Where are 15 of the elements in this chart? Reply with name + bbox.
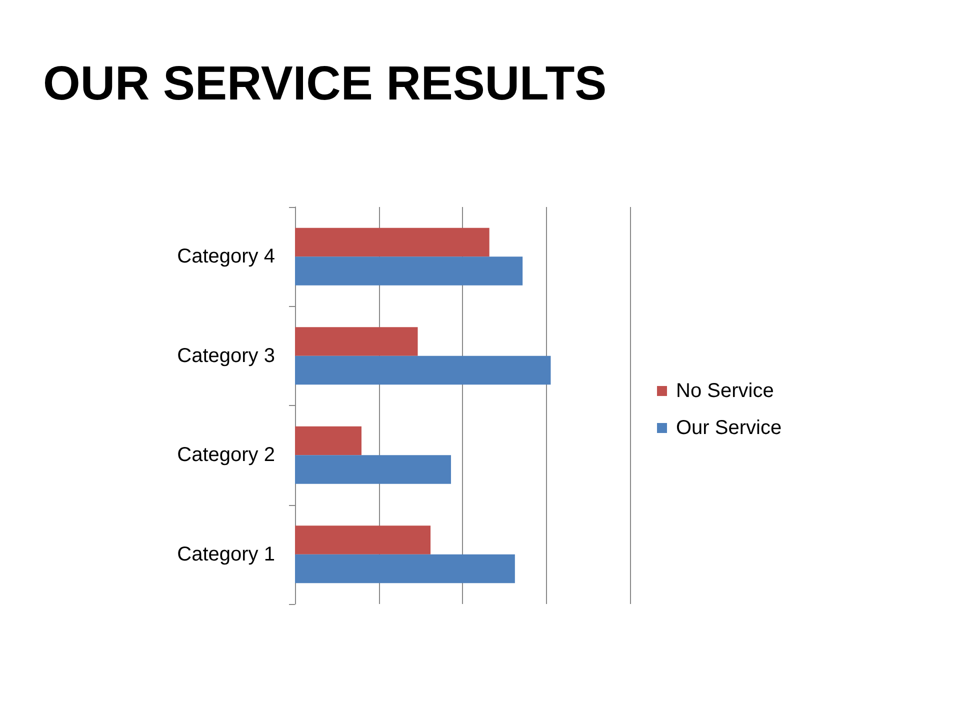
bar bbox=[295, 455, 451, 484]
bar bbox=[295, 356, 551, 385]
y-tick-label: Category 1 bbox=[177, 543, 275, 566]
y-tick-label: Category 2 bbox=[177, 444, 275, 466]
bar bbox=[295, 327, 418, 356]
legend-label: No Service bbox=[676, 380, 774, 402]
bar bbox=[295, 554, 515, 584]
bar bbox=[295, 228, 490, 257]
bar bbox=[295, 526, 431, 554]
chart-title: OUR SERVICE RESULTS bbox=[43, 58, 607, 110]
y-tick-label: Category 4 bbox=[177, 246, 275, 268]
bar bbox=[295, 256, 523, 286]
legend-label: Our Service bbox=[676, 417, 782, 439]
y-tick-label: Category 3 bbox=[177, 344, 275, 367]
bar bbox=[295, 426, 362, 456]
